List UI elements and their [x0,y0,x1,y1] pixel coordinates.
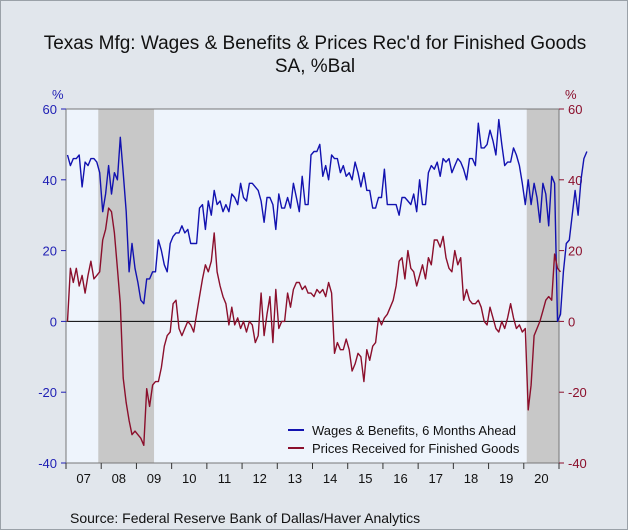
y-tick-label-left: 40 [43,173,57,188]
recession-band-2 [526,109,559,463]
x-tick-label: 13 [288,471,302,486]
y-tick-label-right: -20 [568,385,587,400]
series-line-1 [66,118,588,323]
x-tick-label: 15 [358,471,372,486]
y-tick-label-left: 20 [43,244,57,259]
y-tick-label-right: 20 [568,244,582,259]
y-tick-label-right: 0 [568,314,575,329]
y-tick-label-left: -20 [38,385,57,400]
legend-label-1: Wages & Benefits, 6 Months Ahead [312,423,516,438]
series-line-2 [66,207,562,446]
x-tick-label: 08 [112,471,126,486]
y-tick-label-right: -40 [568,456,587,471]
x-tick-label: 09 [147,471,161,486]
y-tick-label-right: 40 [568,173,582,188]
chart-title: Texas Mfg: Wages & Benefits & Prices Rec… [43,33,587,54]
left-unit-label: % [52,87,64,102]
y-tick-label-left: 60 [43,102,57,117]
x-tick-label: 12 [252,471,266,486]
y-tick-label-left: 0 [50,314,57,329]
x-tick-label: 07 [76,471,90,486]
x-tick-label: 14 [323,471,337,486]
x-tick-label: 16 [393,471,407,486]
y-tick-label-right: 60 [568,102,582,117]
right-unit-label: % [565,87,577,102]
x-tick-label: 18 [464,471,478,486]
legend-label-2: Prices Received for Finished Goods [312,441,520,456]
y-tick-label-left: -40 [38,456,57,471]
x-tick-label: 17 [429,471,443,486]
x-tick-label: 19 [499,471,513,486]
x-tick-label: 10 [182,471,196,486]
x-tick-label: 20 [534,471,548,486]
source-note: Source: Federal Reserve Bank of Dallas/H… [70,510,421,526]
chart-subtitle: SA, %Bal [274,56,356,77]
x-tick-label: 11 [218,471,232,486]
